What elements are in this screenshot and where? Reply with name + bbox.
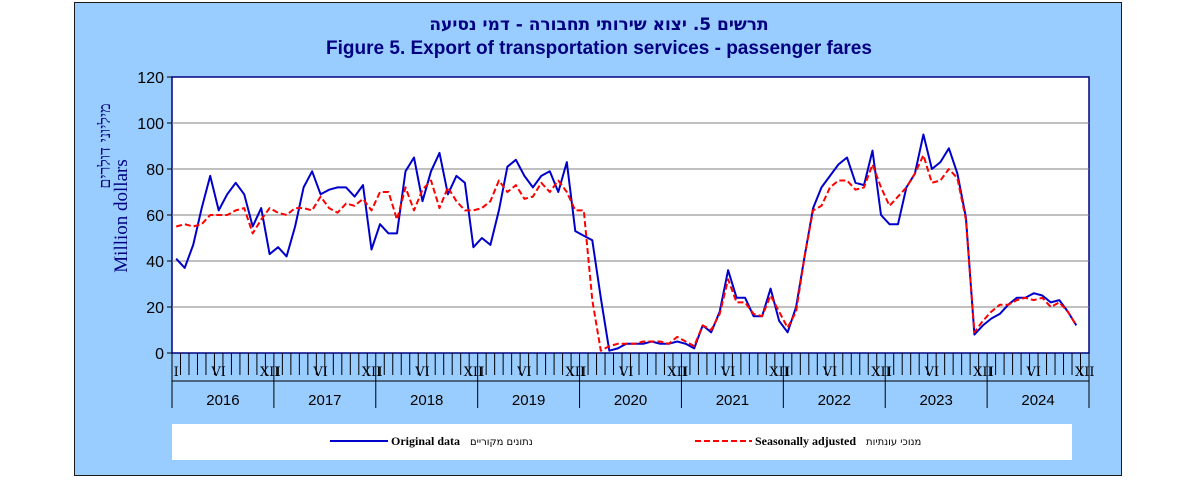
month-label: XII: [973, 365, 993, 380]
y-tick-label: 20: [146, 300, 164, 317]
y-tick-label: 80: [146, 162, 164, 179]
month-label: I: [683, 365, 688, 380]
chart-title-hebrew: תרשים 5. יצוא שירותי תחבורה - דמי נסיעה: [429, 15, 769, 35]
month-label: XII: [362, 365, 382, 380]
y-axis-label: Million dollars: [111, 159, 132, 272]
series-line-seasonally-adjusted: [175, 154, 1078, 352]
month-label: VI: [822, 365, 838, 380]
y-tick-label: 40: [146, 254, 164, 271]
y-axis-label-hebrew: מיליוני דולרים: [95, 103, 114, 188]
y-tick-label: 100: [137, 116, 164, 133]
month-label: VI: [414, 365, 430, 380]
month-label: I: [581, 365, 586, 380]
month-label: VI: [516, 365, 532, 380]
legend-label: Seasonally adjusted מנוכי עונתיות: [755, 434, 921, 448]
legend-label-en: Seasonally adjusted: [755, 434, 856, 448]
month-label: VI: [924, 365, 940, 380]
month-label: XII: [260, 365, 280, 380]
month-label: I: [989, 365, 994, 380]
legend-label-en: Original data: [391, 434, 460, 448]
month-label: XII: [566, 365, 586, 380]
year-label: 2023: [919, 392, 952, 409]
month-label: XII: [667, 365, 687, 380]
year-label: 2016: [206, 392, 239, 409]
y-tick-label: 120: [137, 70, 164, 87]
month-label: VI: [720, 365, 736, 380]
month-label: VI: [210, 365, 226, 380]
year-label: 2022: [818, 392, 851, 409]
year-label: 2020: [614, 392, 647, 409]
legend-label-he: מנוכי עונתיות: [866, 437, 921, 448]
month-label: I: [174, 365, 179, 380]
month-label: VI: [618, 365, 634, 380]
month-label: XII: [871, 365, 891, 380]
month-label: XII: [464, 365, 484, 380]
month-label: I: [276, 365, 281, 380]
year-label: 2021: [716, 392, 749, 409]
month-label: I: [887, 365, 892, 380]
legend-label: Original data נתונים מקוריים: [391, 434, 533, 448]
month-label: I: [479, 365, 484, 380]
chart-frame: תרשים 5. יצוא שירותי תחבורה - דמי נסיעה …: [74, 2, 1122, 476]
legend-label-he: נתונים מקוריים: [470, 437, 533, 448]
month-label: VI: [1026, 365, 1042, 380]
year-label: 2019: [512, 392, 545, 409]
year-label: 2017: [308, 392, 341, 409]
month-label: I: [377, 365, 382, 380]
y-tick-label: 60: [146, 208, 164, 225]
month-label: XII: [769, 365, 789, 380]
legend: [172, 424, 1072, 460]
month-label: XII: [1075, 365, 1095, 380]
y-tick-label: 0: [155, 346, 164, 363]
year-label: 2024: [1021, 392, 1054, 409]
month-label: VI: [312, 365, 328, 380]
year-label: 2018: [410, 392, 443, 409]
chart-title: Figure 5. Export of transportation servi…: [326, 38, 872, 59]
month-label: I: [785, 365, 790, 380]
